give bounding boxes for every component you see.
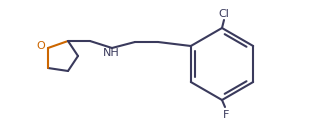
Text: Cl: Cl: [219, 9, 229, 19]
Text: F: F: [223, 110, 229, 120]
Text: NH: NH: [103, 48, 119, 58]
Text: O: O: [37, 41, 46, 51]
